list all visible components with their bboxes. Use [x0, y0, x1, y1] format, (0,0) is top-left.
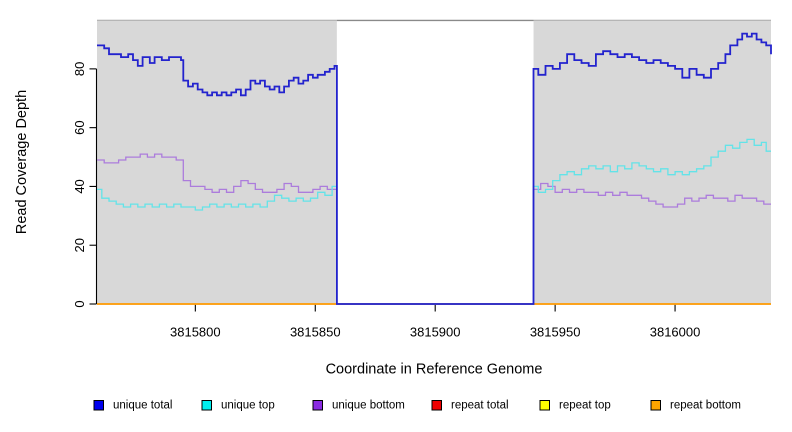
y-tick-label-80: 80	[72, 62, 87, 76]
x-tick-label-3815950: 3815950	[530, 325, 581, 340]
y-axis-title: Read Coverage Depth	[14, 90, 30, 234]
x-tick-label-3815850: 3815850	[290, 325, 341, 340]
legend-label-unique-total: unique total	[113, 400, 172, 412]
y-tick-label-20: 20	[72, 238, 87, 252]
coverage-shaded-region-2	[533, 19, 771, 305]
x-tick-label-3815900: 3815900	[410, 325, 461, 340]
x-axis-title: Coordinate in Reference Genome	[326, 362, 543, 378]
legend-label-unique-bottom: unique bottom	[332, 400, 405, 412]
x-tick-label-3815800: 3815800	[170, 325, 221, 340]
legend-swatch-repeat-total	[431, 400, 442, 411]
coverage-shaded-region-1	[97, 19, 337, 305]
legend-label-repeat-total: repeat total	[451, 400, 509, 412]
y-tick-label-40: 40	[72, 179, 87, 193]
legend-swatch-unique-total	[93, 400, 104, 411]
legend-label-repeat-bottom: repeat bottom	[670, 400, 741, 412]
legend-swatch-unique-bottom	[312, 400, 323, 411]
axes-layer: 0 20 40 60 80 3815800 3815850 3815900 3815950 381…	[72, 62, 700, 340]
legend-label-repeat-top: repeat top	[559, 400, 611, 412]
legend-swatch-repeat-top	[539, 400, 550, 411]
legend-swatch-repeat-bottom	[650, 400, 661, 411]
legend-swatch-unique-top	[201, 400, 212, 411]
y-tick-label-60: 60	[72, 120, 87, 134]
plot-background-layer	[97, 19, 771, 305]
x-tick-label-3816000: 3816000	[650, 325, 701, 340]
series-line-unique-total	[97, 32, 772, 305]
legend-layer: unique total unique top unique bottom repea…	[93, 400, 741, 412]
series-layer	[97, 32, 772, 305]
legend-label-unique-top: unique top	[221, 400, 275, 412]
y-tick-label-0: 0	[72, 300, 87, 307]
